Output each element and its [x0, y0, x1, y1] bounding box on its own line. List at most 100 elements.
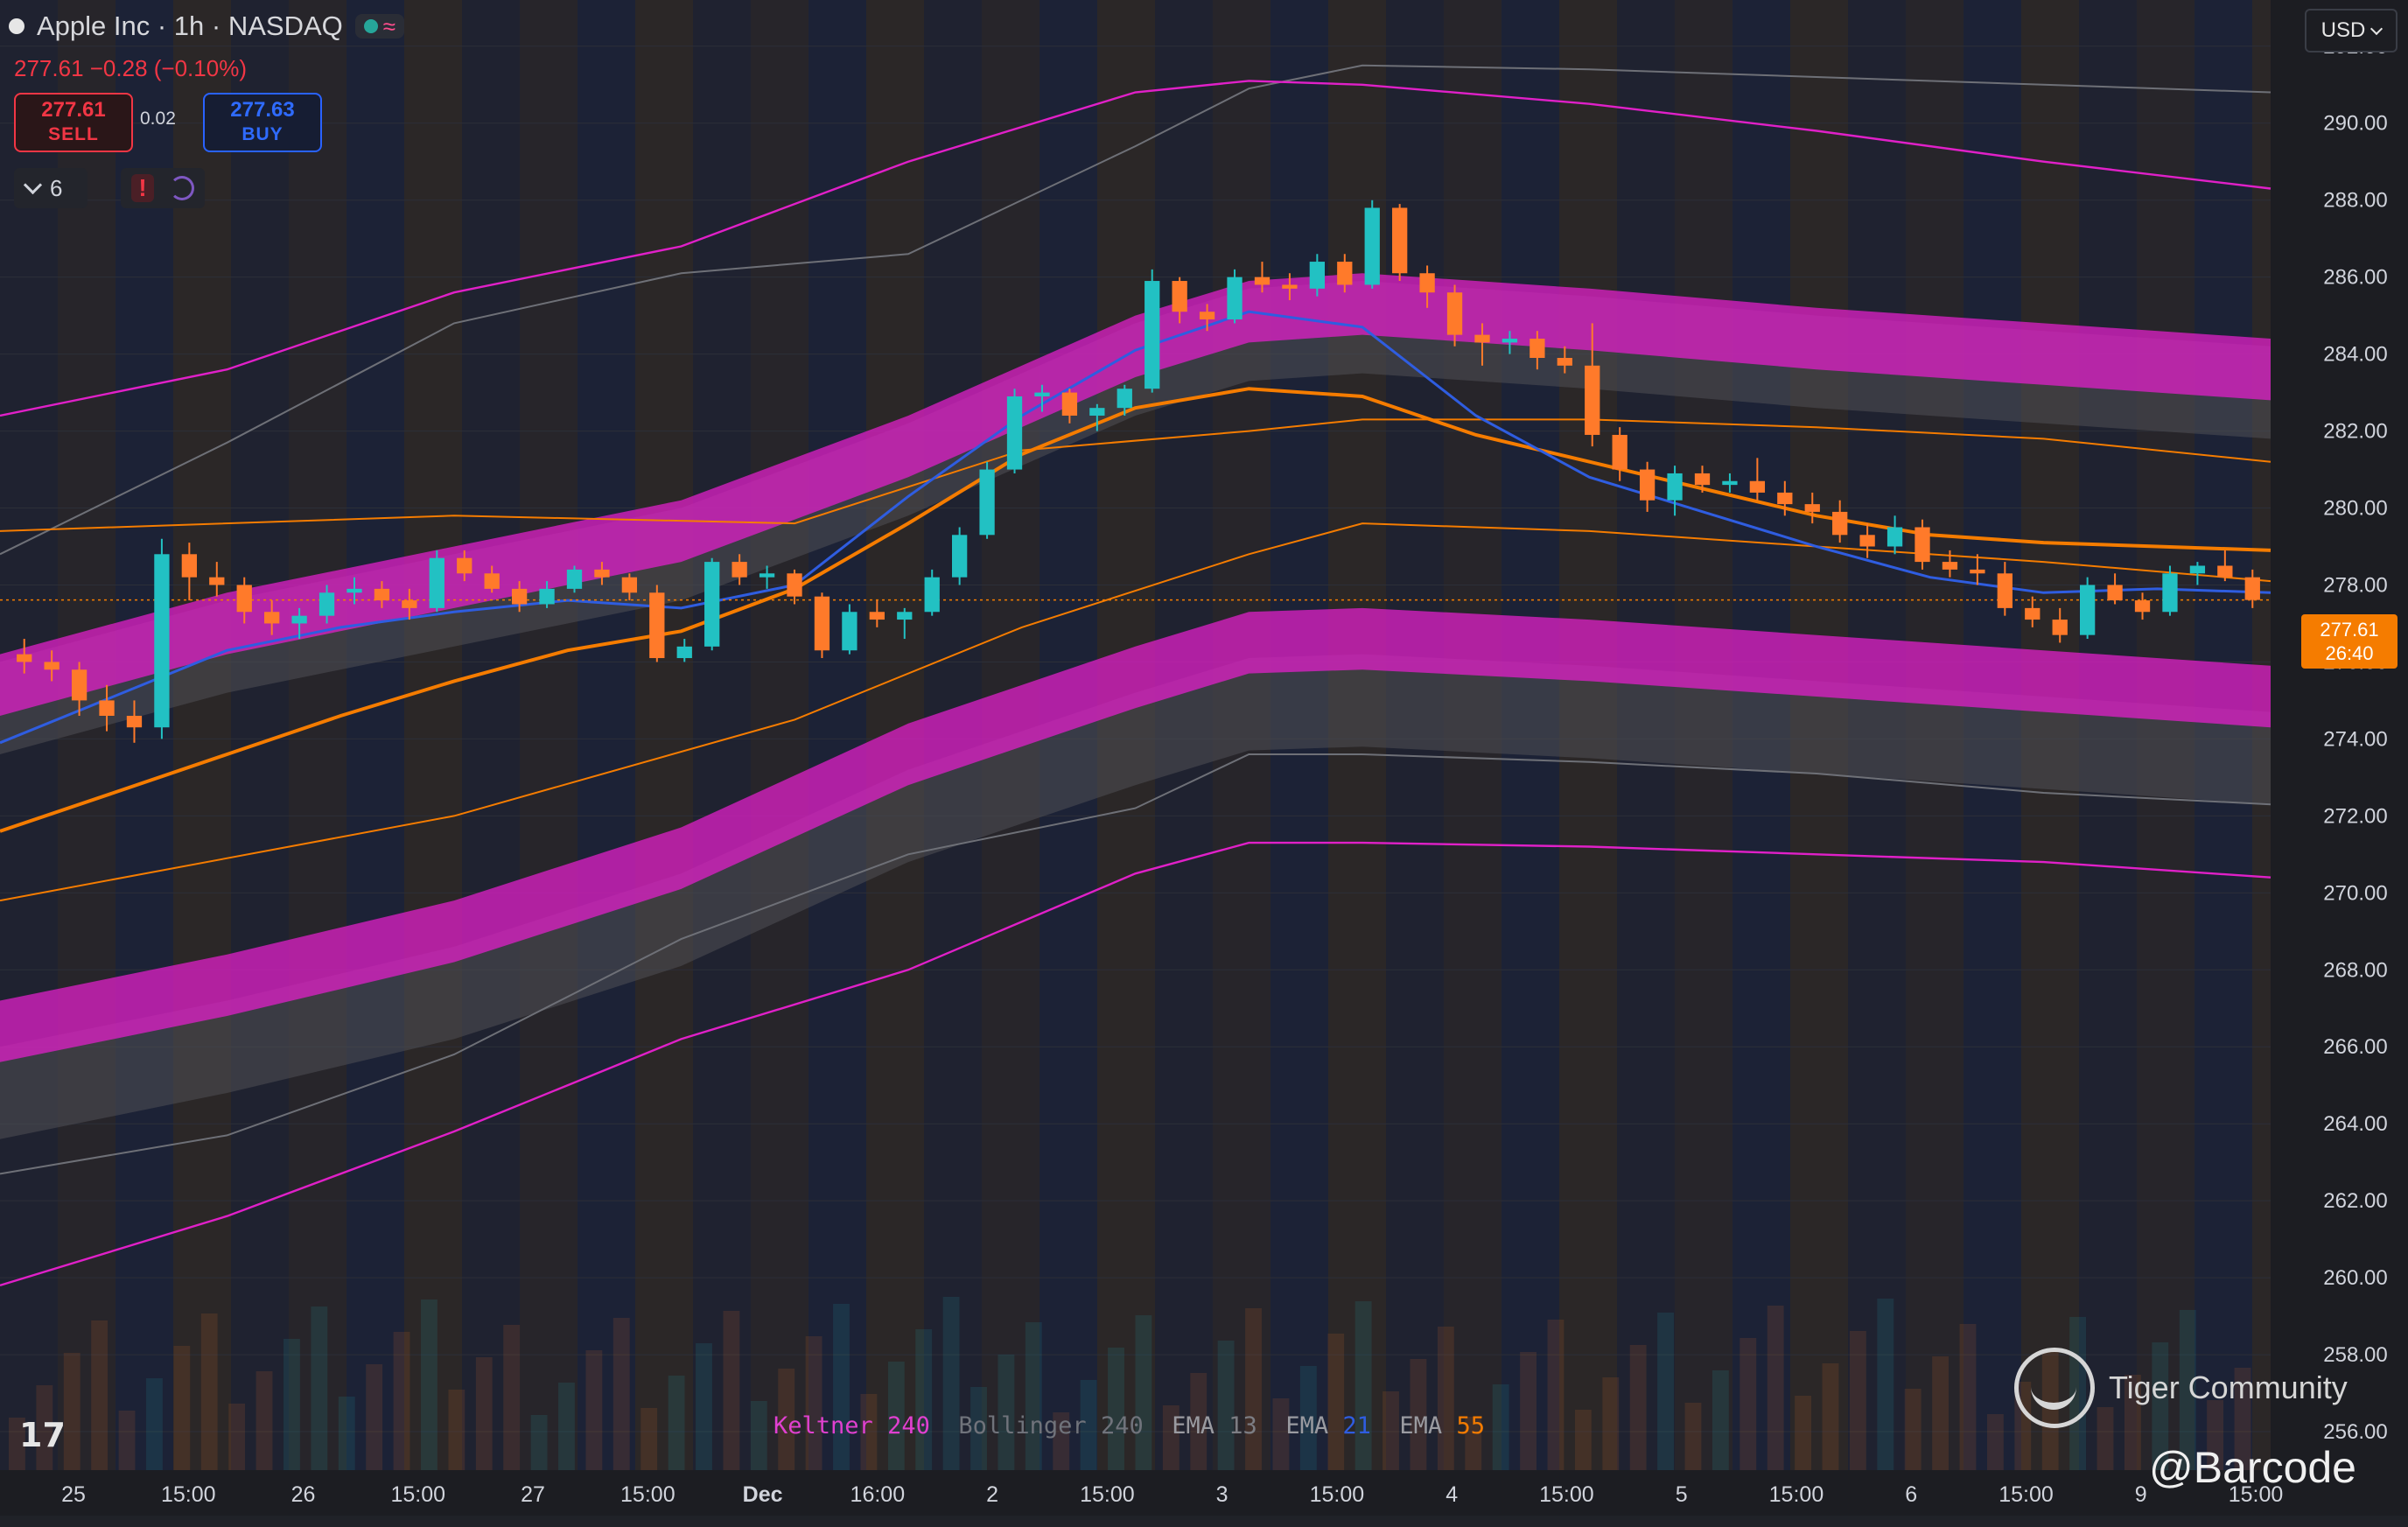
watermark-handle: @Barcode: [2149, 1443, 2356, 1492]
candle-body: [704, 562, 720, 647]
candle-body: [1061, 392, 1078, 416]
candle: [979, 461, 995, 539]
tradingview-logo-icon[interactable]: 17: [19, 1416, 66, 1454]
chevron-down-icon: [2370, 22, 2384, 36]
candle-body: [154, 554, 170, 728]
legend-ema21-name[interactable]: EMA: [1285, 1412, 1329, 1439]
candle-body: [1034, 392, 1050, 396]
candle: [2107, 573, 2123, 605]
candle-body: [374, 588, 390, 601]
candle-body: [71, 669, 88, 701]
chevron-down-icon: [23, 175, 43, 194]
candle-body: [1172, 281, 1187, 312]
candle: [1639, 461, 1656, 512]
volume-bar: [1904, 1389, 1922, 1470]
candle: [1832, 500, 1848, 543]
candle: [1144, 269, 1160, 393]
time-tick-label: 15:00: [1769, 1482, 1824, 1507]
volume-bar: [860, 1394, 878, 1470]
candle: [181, 543, 197, 601]
candle: [1392, 204, 1408, 282]
market-open-icon: [363, 19, 378, 33]
session-stripe: [808, 0, 866, 1470]
buy-button[interactable]: 277.63 BUY: [203, 93, 322, 152]
candle: [318, 585, 335, 624]
price-tick-label: 266.00: [2323, 1035, 2387, 1059]
candle-body: [457, 557, 472, 574]
volume-bar: [1299, 1366, 1317, 1470]
legend-bollinger-name[interactable]: Bollinger: [958, 1412, 1087, 1439]
sell-button[interactable]: 277.61 SELL: [14, 93, 133, 152]
time-tick-label: 15:00: [620, 1482, 676, 1507]
legend-ema13-name[interactable]: EMA: [1172, 1412, 1215, 1439]
price-tick-label: 258.00: [2323, 1343, 2387, 1367]
last-price-tag: 277.61 26:40: [2301, 614, 2398, 669]
candle-body: [594, 569, 610, 578]
legend-keltner-name[interactable]: Keltner: [774, 1412, 873, 1439]
orange-band-lower-line: [0, 522, 2272, 902]
candle: [952, 527, 968, 585]
sell-label: SELL: [48, 124, 99, 144]
volume-bar: [1547, 1320, 1564, 1470]
candle: [511, 581, 528, 613]
volume-bar: [1932, 1356, 1950, 1470]
legend-ema55-name[interactable]: EMA: [1399, 1412, 1443, 1439]
candle: [1061, 389, 1078, 424]
indicators-count: 6: [50, 174, 63, 201]
candle: [346, 577, 362, 605]
candle: [71, 662, 88, 717]
candle: [99, 684, 115, 732]
bollinger-lower-line: [0, 753, 2272, 1175]
legend-ema13-param: 13: [1228, 1412, 1257, 1439]
candle: [2052, 607, 2068, 643]
volume-bar: [2152, 1342, 2169, 1470]
candle: [484, 565, 500, 593]
tiger-logo-icon: [2014, 1348, 2095, 1428]
candle: [1419, 265, 1435, 308]
candle: [2244, 569, 2260, 608]
volume-bar: [2124, 1375, 2141, 1470]
candle-body: [1089, 408, 1105, 416]
bollinger-upper-line: [0, 64, 2272, 556]
time-tick-label: 25: [61, 1482, 86, 1507]
candle: [1502, 331, 1518, 354]
candle: [897, 607, 913, 640]
status-icons[interactable]: !: [121, 168, 205, 208]
volume-bar: [1382, 1391, 1399, 1470]
keltner-upper-cloud: [0, 273, 2271, 716]
candle-body: [539, 588, 555, 605]
candle: [154, 538, 170, 739]
sync-icon[interactable]: [169, 176, 194, 200]
volume-bar: [1795, 1396, 1811, 1470]
candle: [1034, 384, 1050, 412]
candle: [1116, 384, 1132, 416]
price-tick-label: 278.00: [2323, 573, 2387, 597]
market-status[interactable]: ≈: [354, 14, 405, 39]
volume-bar: [1740, 1338, 1757, 1470]
volume-bar: [530, 1415, 548, 1470]
volume-bar: [1629, 1345, 1647, 1470]
symbol-title[interactable]: Apple Inc · 1h · NASDAQ: [37, 11, 343, 41]
session-stripe: [346, 0, 404, 1470]
keltner-lower-line: [0, 841, 2272, 1287]
symbol-header[interactable]: Apple Inc · 1h · NASDAQ ≈: [9, 11, 405, 42]
candle-body: [1914, 527, 1930, 563]
keltner-upper-line: [0, 80, 2272, 417]
indicator-legend[interactable]: Keltner 240 Bollinger 240 EMA 13 EMA 21 …: [774, 1412, 1485, 1439]
candle: [1006, 389, 1023, 473]
warning-icon[interactable]: !: [131, 174, 154, 202]
price-tick-label: 262.00: [2323, 1189, 2387, 1213]
volume-bar: [640, 1408, 658, 1470]
time-tick-label: 9: [2135, 1482, 2147, 1507]
candle-body: [2107, 585, 2123, 601]
time-tick-label: 15:00: [1539, 1482, 1594, 1507]
indicators-toggle[interactable]: 6: [14, 168, 88, 208]
volume-bar: [1465, 1417, 1482, 1470]
candle-body: [1530, 339, 1545, 359]
volume-bar: [63, 1353, 80, 1470]
price-tick-label: 284.00: [2323, 343, 2387, 367]
candle-body: [621, 577, 638, 593]
candlesticks: [17, 200, 2260, 743]
currency-select[interactable]: USD: [2305, 9, 2398, 53]
